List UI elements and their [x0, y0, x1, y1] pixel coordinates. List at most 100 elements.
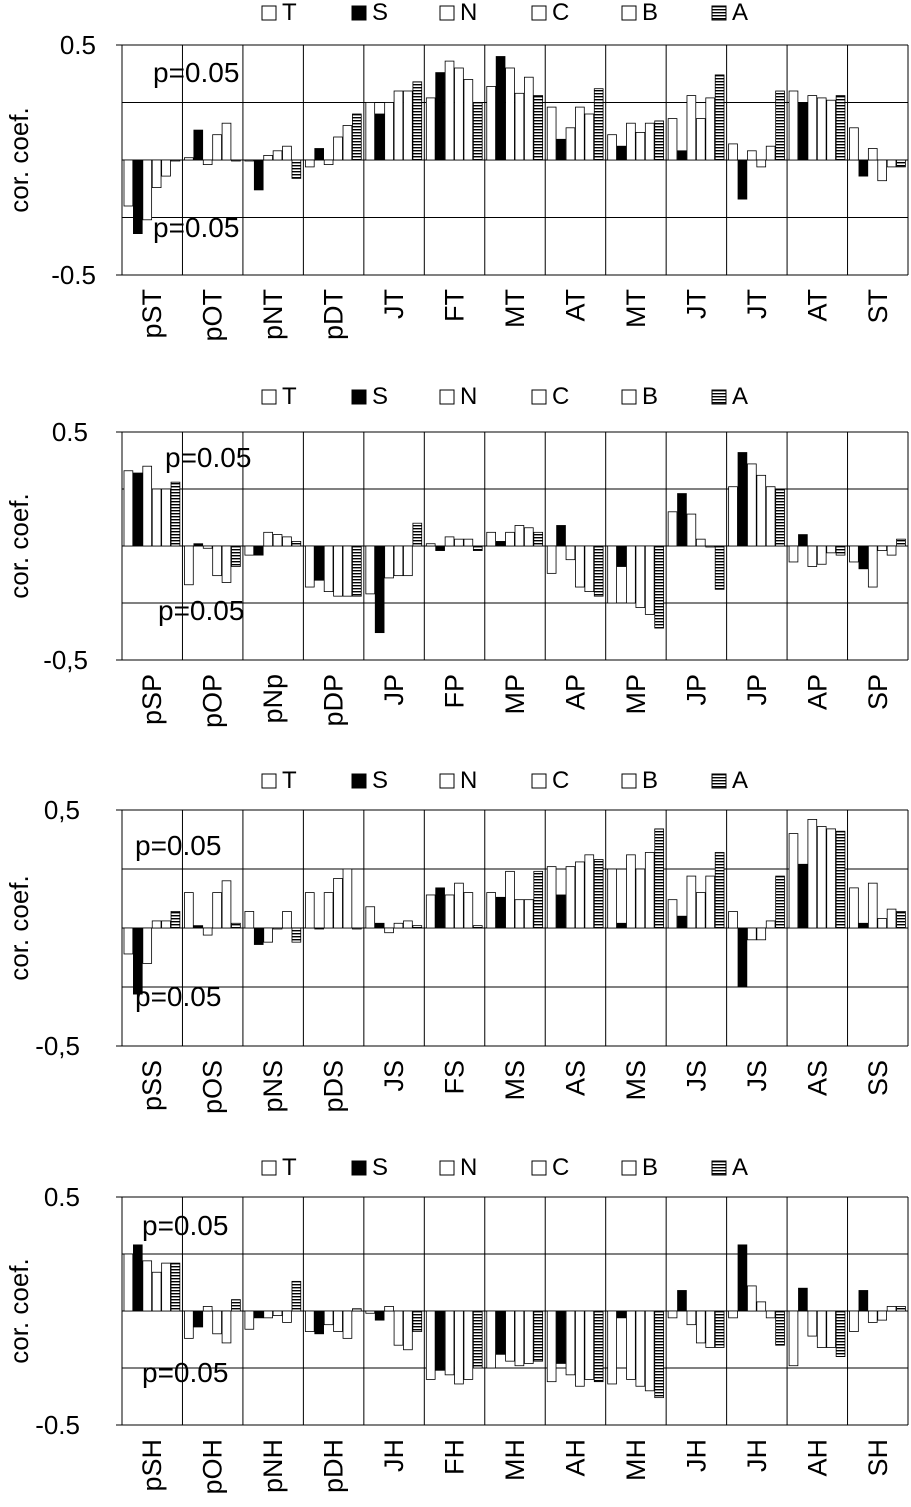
bar-JH-C: [393, 1310, 404, 1346]
bar-JH-C: [695, 1310, 706, 1344]
category-label: SP: [863, 674, 893, 710]
bar-SS-C: [877, 918, 887, 929]
bar-SS-T: [849, 887, 859, 929]
bar-AS-N: [807, 819, 818, 929]
bar-JH-B: [705, 1310, 715, 1348]
bar-JT-B: [765, 145, 776, 161]
bar-JH-C: [756, 1301, 767, 1312]
bar-AP-S: [556, 525, 566, 547]
bar-ST-A: [896, 159, 906, 168]
bar-MS-T: [607, 868, 617, 929]
chart-panel-1: T S N C B A 0.5 -0.5 cor. coef. p=0.05 p=0.05 pST pO…: [4, 0, 909, 342]
bar-AS-T: [546, 866, 557, 929]
category-label: MH: [500, 1439, 530, 1481]
bar-FT-A: [472, 102, 483, 161]
bar-AH-B: [826, 1310, 836, 1348]
bar-AP-C: [816, 545, 827, 565]
bar-pSH-A: [170, 1262, 181, 1312]
category-label: FH: [440, 1439, 470, 1475]
bar-FT-S: [435, 72, 445, 161]
category-label: JH: [742, 1439, 772, 1472]
bar-AP-B: [826, 545, 836, 554]
threshold-label-lower: p=0.05: [158, 595, 244, 626]
legend-swatch-S: [351, 5, 367, 21]
category-label: JP: [742, 674, 772, 706]
bar-FT-N: [444, 60, 455, 161]
bar-pDH-B: [342, 1310, 353, 1339]
bar-FH-S: [435, 1310, 445, 1371]
bar-SP-A: [896, 538, 906, 547]
bar-pSP-S: [133, 472, 143, 547]
bar-JH-T: [365, 1310, 376, 1314]
bar-JP-N: [384, 545, 394, 579]
bar-MT-B: [644, 122, 655, 161]
bar-pNp-C: [272, 534, 283, 547]
legend-label-N: N: [460, 1154, 477, 1181]
bar-MT-N: [505, 67, 515, 161]
bar-AP-N: [565, 545, 576, 561]
bar-pOT-A: [231, 159, 241, 162]
bar-AT-T: [546, 106, 557, 161]
bar-pDP-T: [304, 545, 315, 588]
bar-pDT-S: [314, 148, 325, 161]
bar-JP-A: [412, 522, 423, 547]
bar-MH-B: [524, 1310, 534, 1364]
bar-JH-S: [677, 1290, 687, 1312]
category-label: pDT: [319, 289, 349, 340]
bar-pDT-A: [352, 113, 362, 161]
bar-pOT-T: [184, 157, 194, 161]
bar-AP-S: [798, 534, 808, 547]
y-axis-label: cor. coef.: [4, 875, 34, 981]
bar-AH-C: [816, 1310, 827, 1348]
bar-MS-C: [635, 868, 646, 929]
bar-pOH-S: [193, 1310, 204, 1328]
threshold-label-upper: p=0.05: [135, 830, 221, 861]
category-label: pNp: [258, 674, 288, 724]
legend-label-T: T: [282, 383, 297, 410]
chart-panel-3: T S N C B A 0,5 -0,5 cor. coef. p=0.05 p=0.05 pSS pO…: [4, 767, 909, 1114]
bar-MT-A: [654, 120, 664, 161]
bar-MH-N: [626, 1310, 636, 1380]
category-label: pDH: [319, 1439, 349, 1493]
category-label: AP: [802, 674, 832, 710]
category-label: pOS: [198, 1060, 228, 1114]
bar-pSS-T: [123, 927, 134, 955]
category-label: SH: [863, 1439, 893, 1477]
bar-ST-T: [849, 127, 859, 161]
bar-pOH-T: [184, 1310, 194, 1339]
bar-AH-T: [788, 1310, 799, 1367]
bar-AT-T: [788, 90, 799, 161]
bar-pSS-A: [170, 911, 181, 929]
legend-swatch-B: [621, 1160, 637, 1176]
bar-pST-B: [161, 159, 171, 177]
bar-MS-B: [524, 899, 534, 929]
bar-pNS-T: [244, 911, 255, 929]
bar-FT-B: [463, 79, 474, 161]
legend-label-C: C: [552, 1154, 569, 1181]
bar-JS-T: [365, 906, 376, 929]
legend-swatch-C: [531, 773, 547, 789]
bar-MP-B: [524, 527, 534, 547]
bar-JH-T: [667, 1310, 678, 1319]
bar-MT-T: [607, 134, 617, 161]
legend-label-B: B: [642, 767, 658, 794]
bar-AH-A: [593, 1310, 604, 1383]
bar-pDT-N: [323, 159, 334, 165]
bar-MH-C: [514, 1310, 525, 1367]
legend-label-C: C: [552, 0, 569, 26]
bar-SP-B: [886, 545, 897, 556]
bar-pOS-N: [202, 927, 213, 936]
bar-SH-C: [877, 1310, 887, 1321]
bar-pOP-A: [231, 545, 241, 567]
bar-pSS-N: [142, 927, 153, 964]
bar-MH-S: [495, 1310, 506, 1355]
legend-label-S: S: [372, 383, 388, 410]
legend-swatch-B: [621, 389, 637, 405]
legend-swatch-A: [711, 773, 727, 789]
bar-MP-S: [616, 545, 627, 567]
y-tick-label-top: 0.5: [52, 417, 88, 447]
bar-FS-S: [435, 887, 445, 929]
bar-pOH-A: [231, 1299, 241, 1312]
bar-pST-S: [133, 159, 143, 234]
bar-JS-A: [714, 852, 725, 929]
